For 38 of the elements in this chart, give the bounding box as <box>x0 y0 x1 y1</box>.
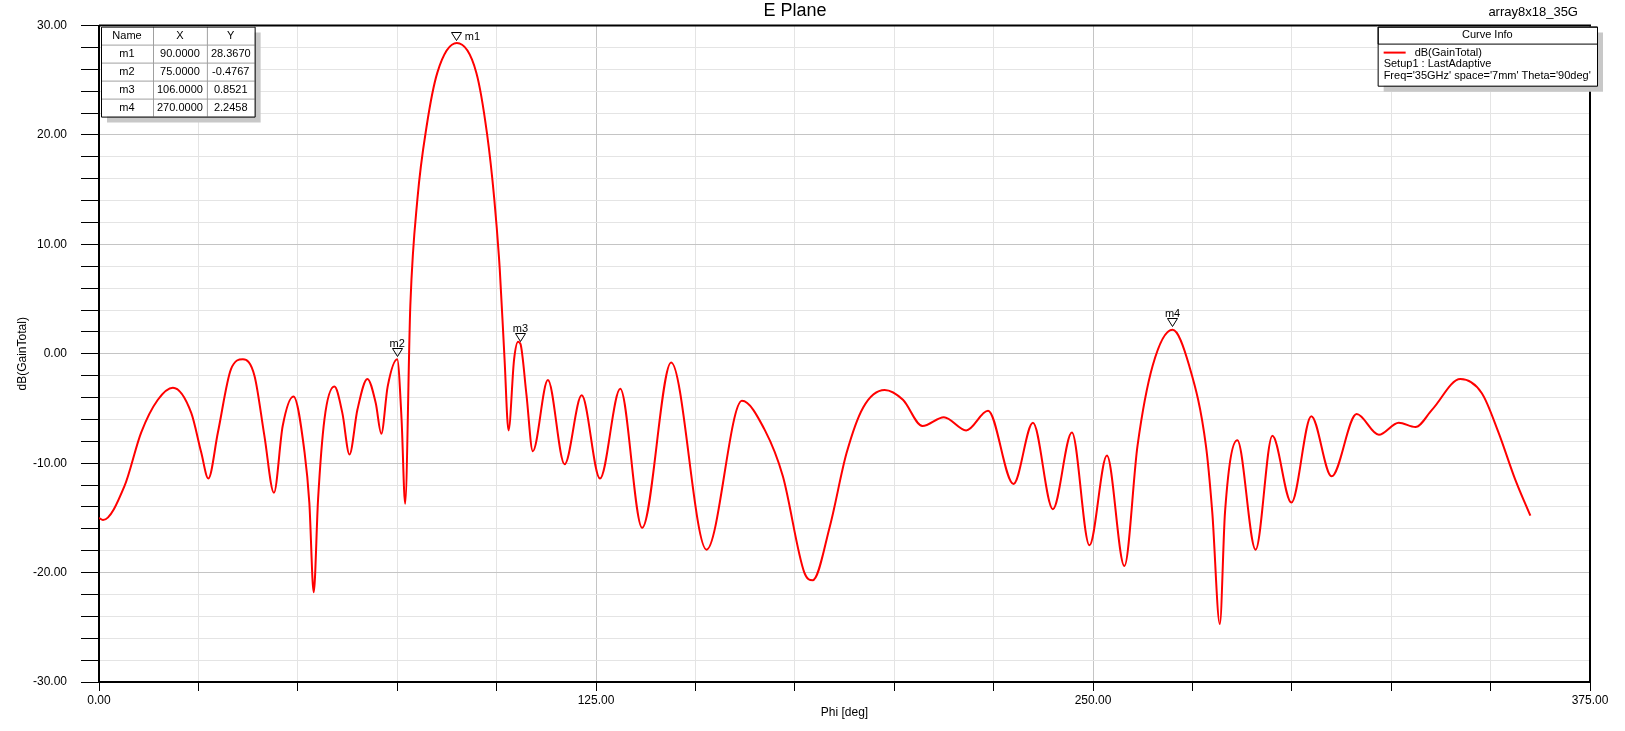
y-tick-label: 0.00 <box>43 346 68 361</box>
legend-title: Curve Info <box>1461 28 1513 41</box>
annotation: 90.0000 <box>160 47 200 60</box>
chart-subtitle: array8x18_35G <box>1488 3 1578 19</box>
x-tick-label: 375.00 <box>1571 692 1609 707</box>
annotation: Y <box>227 29 236 42</box>
y-axis-title: dB(GainTotal) <box>14 317 29 391</box>
annotation: 2.2458 <box>213 101 248 114</box>
y-tick-label: 30.00 <box>36 17 68 32</box>
annotation: 0.8521 <box>213 83 248 96</box>
x-axis-title: Phi [deg] <box>820 705 869 720</box>
annotation: 106.0000 <box>156 83 203 96</box>
annotation: -0.4767 <box>212 65 250 78</box>
annotation: 75.0000 <box>160 65 200 78</box>
legend-label: dB(GainTotal) <box>1414 45 1482 58</box>
annotation: X <box>176 29 185 42</box>
annotation: Freq='35GHz' space='7mm' Theta='90deg' <box>1383 69 1591 82</box>
annotation: 28.3670 <box>210 47 251 60</box>
annotation: 270.0000 <box>156 101 203 114</box>
annotation: m1 <box>464 30 481 43</box>
chart-title: E Plane <box>763 0 827 20</box>
y-tick-label: -10.00 <box>32 455 68 470</box>
annotation: m2 <box>389 337 405 350</box>
annotation: m4 <box>119 101 135 114</box>
y-tick-label: -30.00 <box>32 674 68 689</box>
y-tick-label: -20.00 <box>32 564 68 579</box>
annotation: m3 <box>512 322 529 335</box>
x-tick-label: 125.00 <box>577 692 615 707</box>
y-tick-label: 10.00 <box>36 236 68 251</box>
x-tick-label: 0.00 <box>87 692 111 707</box>
annotation: m2 <box>119 65 135 78</box>
y-tick-label: 20.00 <box>36 127 68 142</box>
annotation: m4 <box>1164 307 1181 320</box>
annotation: m1 <box>119 47 135 60</box>
x-tick-label: 250.00 <box>1074 692 1112 707</box>
annotation: Name <box>112 29 142 42</box>
annotation: m3 <box>119 83 135 96</box>
annotation: Setup1 : LastAdaptive <box>1383 57 1492 70</box>
